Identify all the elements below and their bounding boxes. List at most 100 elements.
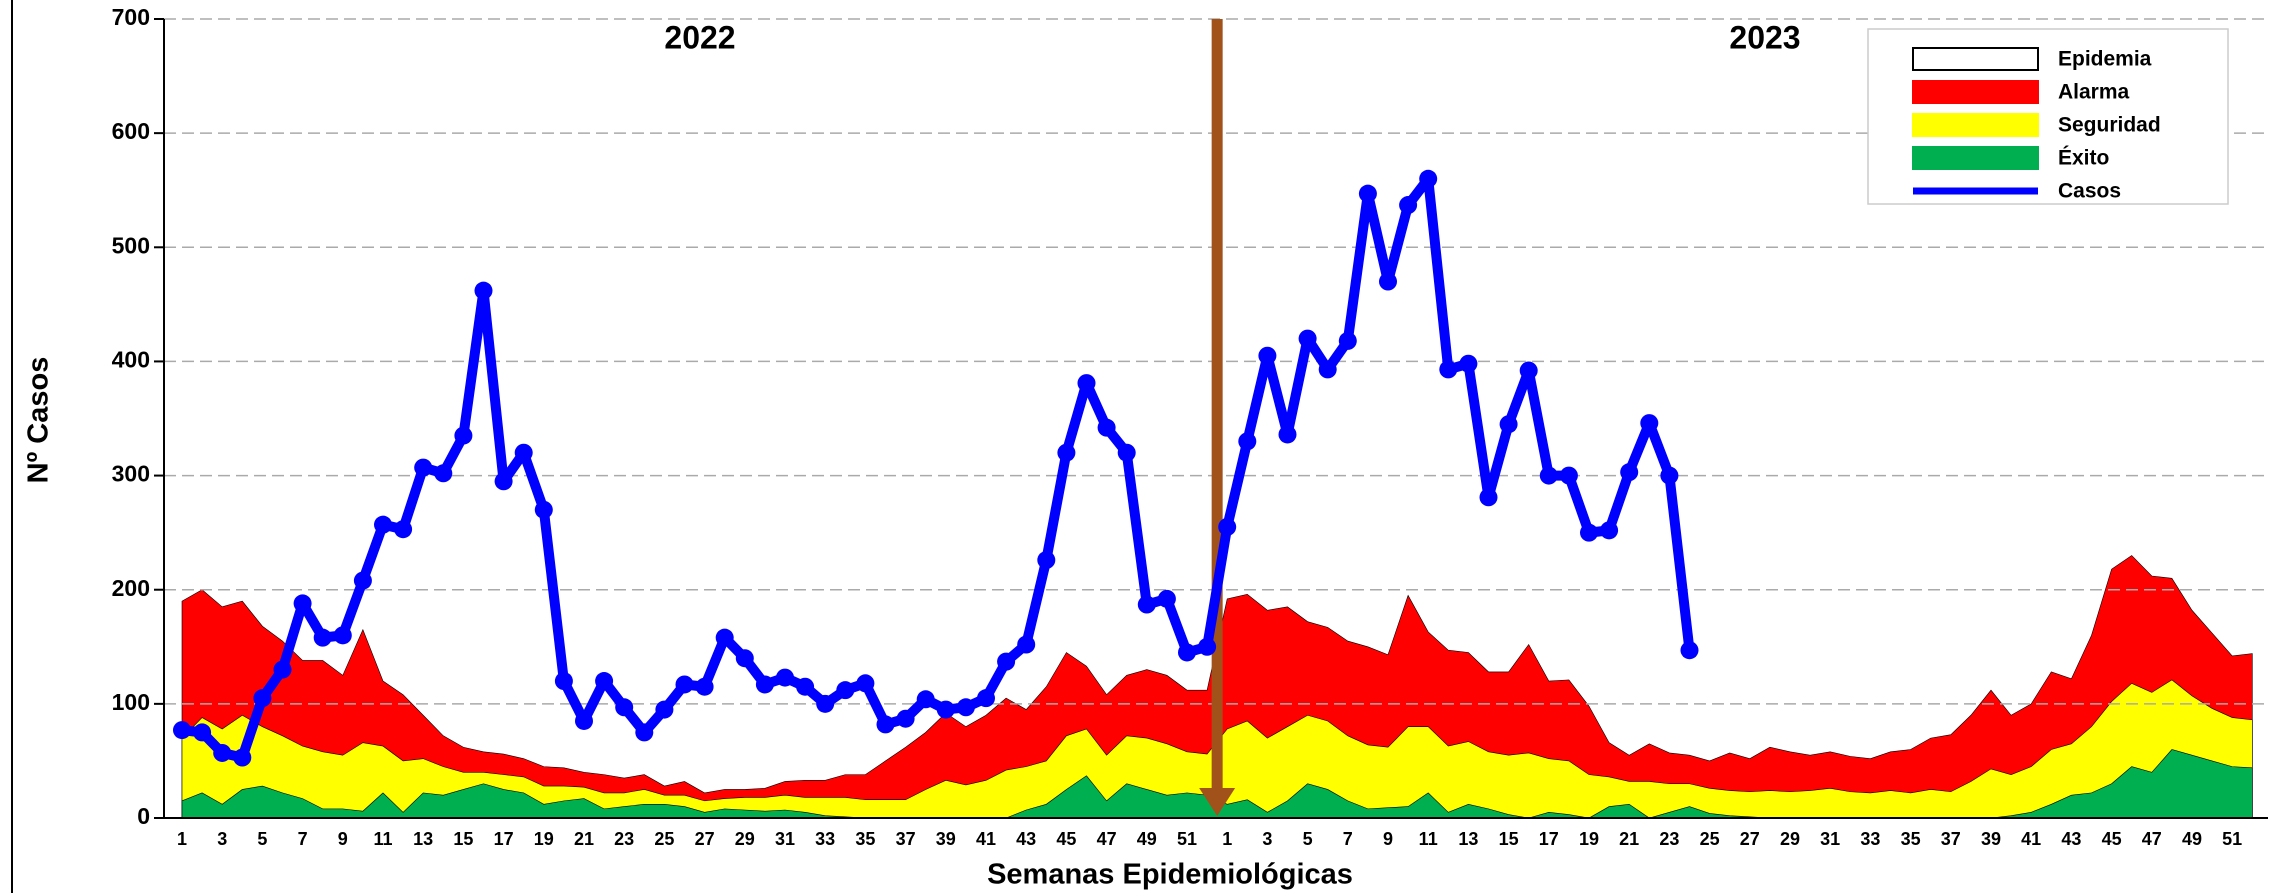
x-tick-label: 19 bbox=[1579, 829, 1599, 849]
point bbox=[1680, 641, 1699, 660]
point bbox=[1499, 415, 1518, 434]
x-tick-label: 35 bbox=[1901, 829, 1921, 849]
x-tick-label: 47 bbox=[2142, 829, 2162, 849]
point bbox=[595, 672, 614, 691]
legend-label: Seguridad bbox=[2058, 114, 2161, 137]
x-tick-label: 27 bbox=[1740, 829, 1760, 849]
point bbox=[454, 426, 473, 445]
point bbox=[896, 709, 915, 728]
point bbox=[253, 689, 272, 708]
x-tick-label: 49 bbox=[2182, 829, 2202, 849]
legend-swatch bbox=[1912, 80, 2039, 104]
x-tick-label: 31 bbox=[1820, 829, 1840, 849]
point bbox=[1580, 523, 1598, 542]
x-tick-label: 23 bbox=[1659, 829, 1679, 849]
point bbox=[1077, 374, 1096, 393]
x-tick-label: 25 bbox=[654, 829, 674, 849]
point bbox=[1519, 361, 1538, 380]
point bbox=[1439, 360, 1458, 379]
x-tick-label: 15 bbox=[453, 829, 473, 849]
point bbox=[856, 674, 875, 693]
x-tick-label: 13 bbox=[413, 829, 433, 849]
x-tick-label: 13 bbox=[1458, 829, 1478, 849]
point bbox=[434, 464, 453, 483]
point bbox=[353, 571, 372, 590]
point bbox=[414, 458, 433, 477]
x-tick-label: 9 bbox=[338, 829, 348, 849]
x-tick-label: 17 bbox=[1539, 829, 1559, 849]
point bbox=[575, 711, 593, 730]
point bbox=[876, 715, 895, 734]
point bbox=[1559, 466, 1578, 485]
x-tick-label: 41 bbox=[2021, 829, 2041, 849]
point bbox=[1057, 443, 1076, 462]
point bbox=[1419, 169, 1438, 188]
point bbox=[173, 721, 191, 740]
point bbox=[1258, 346, 1277, 365]
x-tick-label: 29 bbox=[1780, 829, 1800, 849]
point bbox=[1218, 517, 1237, 536]
x-tick-label: 21 bbox=[1619, 829, 1639, 849]
x-tick-label: 29 bbox=[735, 829, 755, 849]
point bbox=[554, 672, 573, 691]
x-tick-label: 11 bbox=[1419, 829, 1438, 849]
x-tick-label: 3 bbox=[1262, 829, 1272, 849]
point bbox=[233, 748, 252, 767]
point bbox=[997, 652, 1016, 671]
point bbox=[1318, 360, 1337, 379]
x-tick-label: 39 bbox=[1981, 829, 2001, 849]
point bbox=[534, 500, 553, 519]
x-tick-label: 7 bbox=[1343, 829, 1353, 849]
annotation: 2023 bbox=[1729, 19, 1800, 55]
y-tick-label: 200 bbox=[112, 575, 150, 601]
x-tick-label: 21 bbox=[574, 829, 594, 849]
y-axis-title: Nº Casos bbox=[23, 357, 55, 484]
point bbox=[1600, 521, 1619, 540]
legend-swatch bbox=[1912, 47, 2039, 71]
point bbox=[1278, 425, 1297, 444]
x-tick-label: 37 bbox=[896, 829, 916, 849]
separator-arrowhead bbox=[1199, 788, 1236, 816]
point bbox=[193, 723, 212, 742]
point bbox=[1338, 331, 1357, 350]
point bbox=[1097, 418, 1116, 437]
x-tick-label: 3 bbox=[217, 829, 227, 849]
x-tick-label: 43 bbox=[1016, 829, 1036, 849]
x-tick-label: 11 bbox=[373, 829, 392, 849]
x-tick-label: 25 bbox=[1700, 829, 1720, 849]
point bbox=[735, 649, 754, 668]
point bbox=[293, 594, 312, 613]
point bbox=[1640, 414, 1659, 433]
point bbox=[755, 675, 774, 694]
x-tick-label: 27 bbox=[695, 829, 715, 849]
point bbox=[1178, 643, 1196, 662]
point bbox=[1238, 432, 1257, 451]
x-tick-label: 45 bbox=[2102, 829, 2122, 849]
x-tick-label: 23 bbox=[614, 829, 634, 849]
point bbox=[615, 698, 634, 717]
x-tick-label: 1 bbox=[177, 829, 187, 849]
x-tick-label: 19 bbox=[534, 829, 554, 849]
x-tick-label: 15 bbox=[1499, 829, 1519, 849]
x-tick-label: 45 bbox=[1056, 829, 1076, 849]
y-tick-label: 300 bbox=[112, 461, 150, 487]
y-tick-label: 500 bbox=[112, 232, 150, 258]
point bbox=[916, 690, 935, 709]
point bbox=[494, 472, 513, 491]
x-tick-label: 51 bbox=[1177, 829, 1197, 849]
x-tick-label: 43 bbox=[2061, 829, 2081, 849]
point bbox=[1157, 589, 1176, 608]
point bbox=[1298, 329, 1317, 348]
x-tick-label: 1 bbox=[1222, 829, 1232, 849]
point bbox=[273, 660, 292, 679]
x-tick-label: 39 bbox=[936, 829, 956, 849]
point bbox=[816, 694, 835, 713]
annotation: 2022 bbox=[664, 19, 735, 55]
x-tick-label: 51 bbox=[2222, 829, 2242, 849]
y-tick-label: 700 bbox=[112, 4, 150, 30]
legend-label: Alarma bbox=[2058, 81, 2130, 104]
point bbox=[1379, 272, 1397, 291]
x-tick-label: 5 bbox=[1303, 829, 1313, 849]
point bbox=[956, 698, 975, 717]
